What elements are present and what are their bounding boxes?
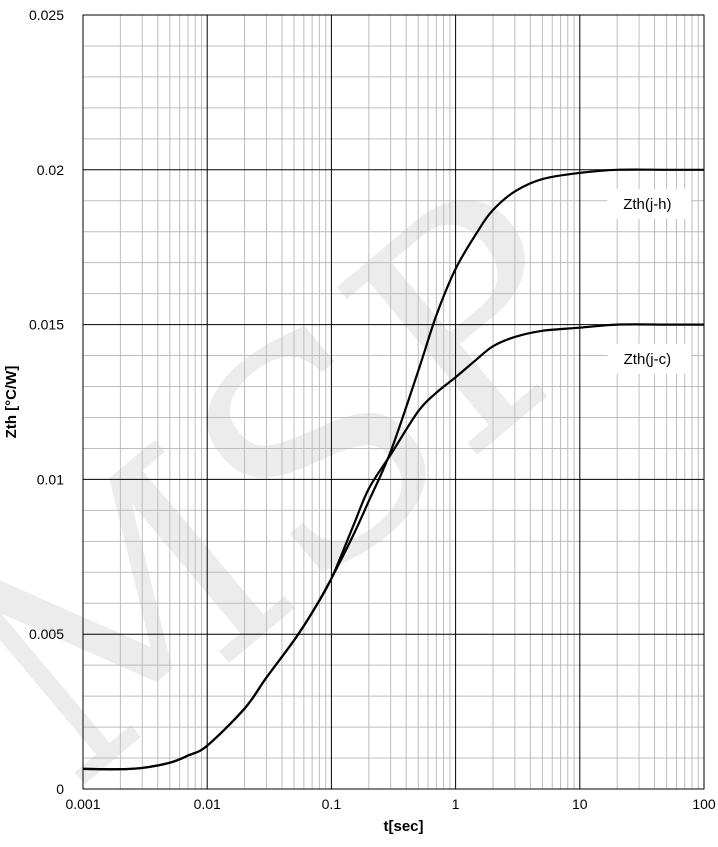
x-tick-label: 1: [452, 796, 460, 812]
y-tick-label: 0.005: [29, 626, 64, 642]
y-tick-label: 0.025: [29, 7, 64, 23]
y-tick-label: 0: [56, 781, 64, 797]
series-labels: Zth(j-h) Zth(j-c): [607, 188, 692, 374]
y-tick-labels: 0 0.005 0.01 0.015 0.02 0.025: [29, 7, 64, 797]
x-tick-labels: 0.001 0.01 0.1 1 10 100: [65, 796, 715, 812]
series-line-zth-j-c: [82, 323, 704, 771]
y-axis-title: Zth [°C/W]: [3, 366, 20, 439]
y-tick-label: 0.02: [37, 162, 64, 178]
x-tick-label: 0.01: [194, 796, 221, 812]
x-axis-title: t[sec]: [383, 818, 423, 835]
x-tick-label: 0.1: [322, 796, 342, 812]
x-tick-label: 100: [692, 796, 716, 812]
x-tick-label: 0.001: [65, 796, 100, 812]
plot-border: [82, 14, 705, 790]
y-tick-label: 0.015: [29, 317, 64, 333]
series-label-background: [607, 188, 692, 219]
y-tick-label: 0.01: [37, 471, 64, 487]
series-label-zth-j-c: Zth(j-c): [624, 351, 672, 368]
series-label-background: [607, 343, 692, 374]
series-layer: [82, 168, 704, 771]
minor-gridlines: [83, 15, 704, 789]
series-label-zth-j-h: Zth(j-h): [623, 196, 671, 213]
x-tick-label: 10: [572, 796, 588, 812]
